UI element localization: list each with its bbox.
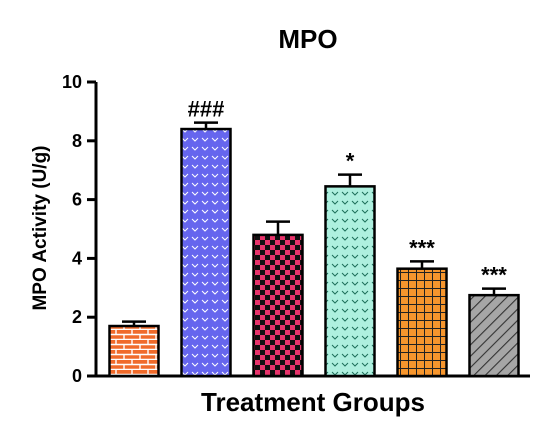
y-tick-label: 6 xyxy=(72,190,82,210)
bar xyxy=(180,127,232,378)
significance-label: *** xyxy=(409,235,435,260)
significance-label: *** xyxy=(481,263,507,288)
x-axis-label: Treatment Groups xyxy=(201,387,425,417)
chart-title: MPO xyxy=(278,24,337,54)
bar xyxy=(252,233,304,378)
y-tick-label: 10 xyxy=(62,72,82,92)
bar xyxy=(324,185,376,378)
bar xyxy=(108,324,160,378)
significance-label: ### xyxy=(188,97,225,122)
y-tick-label: 0 xyxy=(72,366,82,386)
bar xyxy=(468,293,520,378)
y-tick-label: 2 xyxy=(72,307,82,327)
y-tick-label: 8 xyxy=(72,131,82,151)
y-axis-label: MPO Activity (U/g) xyxy=(30,145,51,310)
y-tick-label: 4 xyxy=(72,248,82,268)
significance-label: * xyxy=(346,149,355,174)
bar xyxy=(396,267,448,378)
